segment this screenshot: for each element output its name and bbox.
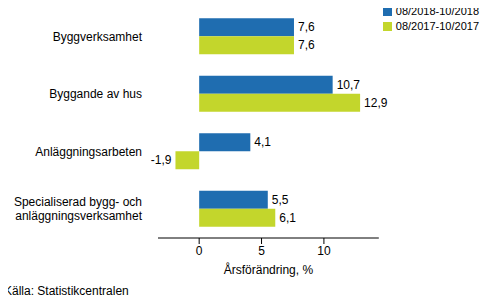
svg-text:12,9: 12,9 (364, 96, 388, 110)
svg-text:Byggande av hus: Byggande av hus (49, 87, 142, 101)
html-text:Källa: Statistikcentralen: Källa: Statistikcentralen (4, 284, 129, 298)
svg-text:10: 10 (317, 244, 331, 258)
svg-text:5: 5 (258, 244, 265, 258)
svg-text:Byggverksamhet: Byggverksamhet (53, 30, 143, 44)
svg-text:5,5: 5,5 (272, 193, 289, 207)
svg-text:Anläggningsarbeten: Anläggningsarbeten (35, 145, 142, 159)
svg-text:6,1: 6,1 (279, 211, 296, 225)
html-text:08/2018-10/2018: 08/2018-10/2018 (395, 5, 479, 17)
svg-text:Årsförändring, %: Årsförändring, % (224, 262, 314, 277)
svg-text:7,6: 7,6 (298, 20, 315, 34)
html-text:08/2017-10/2017: 08/2017-10/2017 (395, 20, 479, 32)
svg-text:0: 0 (196, 244, 203, 258)
svg-text:4,1: 4,1 (254, 135, 271, 149)
svg-text:7,6: 7,6 (298, 38, 315, 52)
svg-text:Specialiserad bygg- ochanläggn: Specialiserad bygg- ochanläggningsverksa… (14, 195, 143, 223)
svg-text:10,7: 10,7 (337, 78, 361, 92)
svg-text:-1,9: -1,9 (151, 153, 172, 167)
